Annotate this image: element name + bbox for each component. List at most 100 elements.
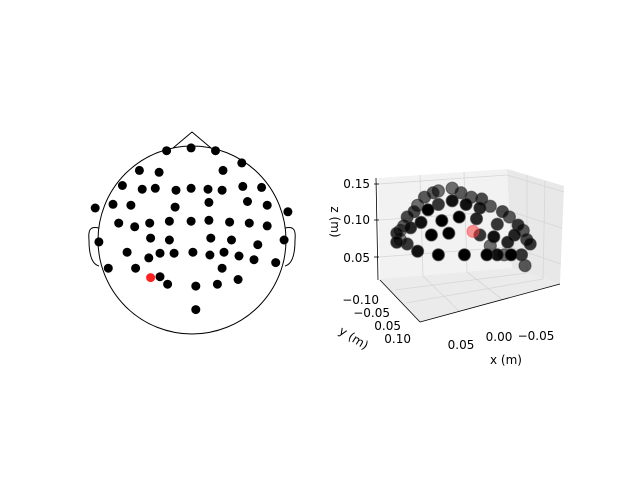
sensor-marker: [243, 197, 252, 206]
sensor-marker: [271, 258, 281, 268]
highlighted-sensor-3d-marker: [466, 224, 480, 238]
sensor-marker: [186, 216, 196, 226]
sensor-marker: [225, 217, 235, 227]
sensor-marker: [126, 200, 136, 210]
y-tick-label: 0.05: [374, 319, 401, 333]
sensor-marker: [117, 181, 127, 190]
sensor-marker: [94, 237, 104, 247]
sensor-marker: [150, 183, 160, 193]
sensor-marker: [262, 200, 272, 210]
y-tick-label: −0.10: [342, 293, 379, 307]
right-ear-outline: [284, 227, 296, 267]
sensor-3d-plot: 0.15 0.10 0.05 −0.10 −0.05 0.05 0.10 0.0…: [328, 169, 565, 367]
highlighted-sensor-marker: [146, 273, 156, 283]
sensor-3d-marker: [487, 230, 501, 244]
sensor-marker: [155, 272, 165, 282]
sensor-marker: [205, 250, 215, 260]
sensor-3d-marker: [411, 244, 425, 258]
sensor-3d-marker: [421, 203, 435, 217]
sensor-3d-marker: [473, 201, 487, 215]
sensor-marker: [227, 235, 236, 245]
sensor-marker: [90, 203, 100, 213]
sensor-marker: [211, 146, 220, 156]
sensor-marker: [253, 240, 263, 250]
sensor-3d-marker: [480, 248, 494, 262]
sensor-marker: [188, 247, 198, 257]
y-tick-label: 0.10: [384, 332, 411, 346]
sensor-marker: [283, 207, 293, 217]
sensor-marker: [203, 184, 213, 194]
y-axis-label: y (m): [336, 324, 371, 353]
sensor-topomap: [88, 131, 296, 335]
sensor-marker: [108, 199, 118, 209]
sensor-marker: [122, 247, 132, 257]
sensor-3d-marker: [445, 194, 459, 208]
sensor-3d-marker: [452, 210, 466, 224]
sensor-3d-marker: [431, 197, 445, 211]
sensor-marker: [262, 221, 272, 231]
sensor-marker: [131, 263, 141, 273]
sensor-marker: [244, 218, 254, 228]
sensor-3d-marker: [404, 221, 418, 235]
head-outline: [97, 145, 287, 335]
sensor-marker: [169, 248, 179, 258]
sensor-marker: [154, 167, 164, 177]
sensor-marker: [191, 281, 201, 291]
x-axis-label: x (m): [490, 353, 522, 367]
sensor-marker: [204, 197, 214, 207]
sensor-marker: [144, 253, 154, 263]
floor-pane: [380, 268, 560, 322]
sensor-3d-marker: [523, 237, 537, 251]
sensor-marker: [130, 222, 140, 232]
sensor-marker: [219, 247, 229, 257]
axis-lines: [375, 177, 561, 323]
sensor-3d-marker: [518, 259, 532, 273]
sensor-marker: [237, 158, 247, 168]
sensor-marker: [145, 218, 155, 228]
sensor-marker: [212, 279, 222, 289]
sensor-marker: [164, 216, 174, 226]
sensor-marker: [191, 305, 201, 315]
sensor-marker: [186, 183, 196, 193]
sensor-marker: [163, 279, 173, 289]
sensor-marker: [134, 165, 144, 175]
sensor-3d-marker: [495, 205, 510, 219]
sensor-3d-marker: [469, 212, 484, 226]
sensor-marker: [171, 185, 181, 195]
sensor-marker: [234, 251, 244, 261]
x-tick-label: 0.05: [448, 338, 475, 352]
sensor-marker: [146, 233, 156, 243]
y-tick-label: −0.05: [353, 306, 390, 320]
sensor-marker: [217, 263, 227, 273]
sensor-3d-marker: [424, 228, 438, 242]
z-tick-label: 0.10: [343, 213, 370, 227]
sensor-3d-marker: [504, 248, 518, 262]
sensor-marker: [257, 182, 267, 192]
sensor-3d-marker: [501, 235, 515, 249]
sensor-marker: [155, 248, 165, 258]
sensor-marker: [137, 184, 147, 194]
sensor-3d-marker: [457, 248, 471, 262]
sensor-marker: [103, 263, 113, 273]
sensor-3d-marker: [459, 197, 473, 211]
sensor-marker: [279, 235, 289, 245]
sensor-marker: [204, 215, 214, 225]
sensor-3d-marker: [407, 205, 421, 219]
sensor-3d-marker: [390, 235, 404, 249]
sensor-3d-marker: [490, 217, 504, 231]
sensor-marker: [249, 255, 259, 265]
sensor-3d-marker: [442, 226, 456, 240]
sensor-marker: [170, 202, 180, 212]
sensor-marker: [206, 233, 216, 243]
sensor-marker: [114, 218, 124, 228]
left-ear-outline: [88, 227, 100, 267]
z-tick-marks: [374, 183, 379, 258]
z-tick-label: 0.15: [343, 177, 370, 191]
z-tick-label: 0.05: [343, 251, 370, 265]
sensor-marker: [233, 275, 243, 284]
sensor-marker: [217, 185, 227, 195]
sensor-3d-markers: [390, 181, 537, 273]
sensor-3d-marker: [426, 186, 440, 200]
